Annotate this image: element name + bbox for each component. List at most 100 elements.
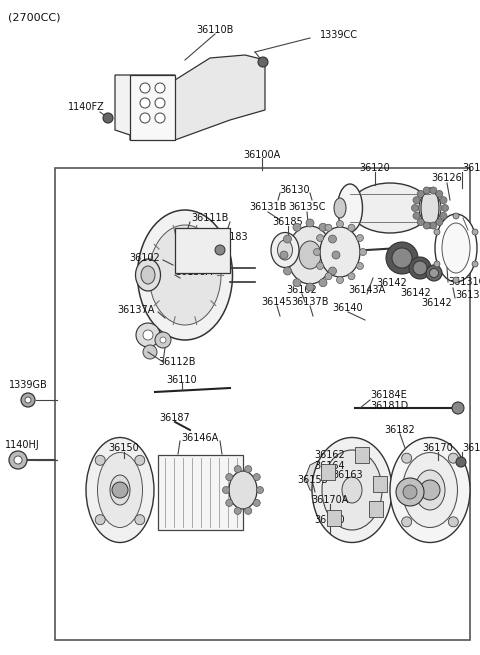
Circle shape — [403, 485, 417, 499]
Text: 36131B: 36131B — [249, 202, 287, 212]
Ellipse shape — [277, 240, 292, 260]
Ellipse shape — [322, 450, 382, 530]
Text: 36183: 36183 — [217, 232, 248, 242]
Text: 36184E: 36184E — [370, 390, 407, 400]
Text: 36160: 36160 — [315, 515, 345, 525]
Circle shape — [336, 276, 344, 284]
Ellipse shape — [288, 226, 333, 284]
Text: 1339CC: 1339CC — [320, 30, 358, 40]
Bar — [321, 464, 335, 479]
Text: 36185: 36185 — [273, 217, 303, 227]
Text: 36183: 36183 — [462, 443, 480, 453]
Ellipse shape — [86, 438, 154, 542]
Circle shape — [280, 251, 288, 259]
Circle shape — [357, 263, 363, 269]
Circle shape — [226, 474, 233, 481]
Text: 36155: 36155 — [298, 475, 328, 485]
Circle shape — [436, 191, 443, 197]
Circle shape — [336, 221, 344, 227]
Text: 36102: 36102 — [129, 253, 160, 263]
Circle shape — [472, 229, 478, 235]
Text: 36146A: 36146A — [181, 433, 218, 443]
Ellipse shape — [229, 471, 257, 509]
Ellipse shape — [350, 183, 430, 233]
Ellipse shape — [435, 214, 477, 282]
Circle shape — [245, 466, 252, 472]
Circle shape — [420, 480, 440, 500]
Circle shape — [234, 466, 241, 472]
Circle shape — [319, 279, 327, 287]
Text: 36130: 36130 — [280, 185, 310, 195]
Bar — [327, 510, 341, 527]
Ellipse shape — [137, 210, 232, 340]
Circle shape — [160, 337, 166, 343]
Text: 1339GB: 1339GB — [9, 380, 48, 390]
Circle shape — [140, 98, 150, 108]
Circle shape — [258, 57, 268, 67]
Circle shape — [360, 248, 367, 255]
Circle shape — [256, 487, 264, 493]
Ellipse shape — [392, 248, 412, 268]
Ellipse shape — [409, 257, 431, 279]
Ellipse shape — [135, 259, 160, 291]
Ellipse shape — [312, 438, 392, 542]
Circle shape — [234, 508, 241, 514]
Circle shape — [95, 515, 105, 525]
Circle shape — [284, 267, 291, 275]
Circle shape — [453, 277, 459, 283]
Circle shape — [306, 283, 314, 291]
Polygon shape — [305, 460, 340, 498]
Circle shape — [155, 113, 165, 123]
Text: 36138A: 36138A — [175, 267, 212, 277]
Circle shape — [143, 345, 157, 359]
Circle shape — [112, 482, 128, 498]
Text: 36100A: 36100A — [243, 150, 281, 160]
Circle shape — [348, 224, 355, 231]
Polygon shape — [175, 55, 265, 140]
Text: 36162: 36162 — [314, 450, 346, 460]
Circle shape — [402, 517, 412, 527]
Circle shape — [140, 83, 150, 93]
Circle shape — [253, 499, 260, 506]
Circle shape — [417, 191, 424, 197]
Ellipse shape — [299, 241, 321, 269]
Ellipse shape — [334, 198, 346, 218]
Text: 36127: 36127 — [462, 163, 480, 173]
Circle shape — [103, 113, 113, 123]
Circle shape — [430, 187, 437, 194]
Text: 36150: 36150 — [108, 443, 139, 453]
Ellipse shape — [426, 265, 442, 281]
Text: 36170A: 36170A — [312, 495, 348, 505]
Circle shape — [325, 224, 332, 231]
Circle shape — [448, 453, 458, 463]
Circle shape — [325, 272, 332, 280]
Circle shape — [413, 196, 420, 204]
Circle shape — [452, 402, 464, 414]
Circle shape — [25, 397, 31, 403]
Text: 36110B: 36110B — [196, 25, 234, 35]
Text: 36102: 36102 — [287, 285, 317, 295]
Circle shape — [215, 245, 225, 255]
Text: 36182: 36182 — [384, 425, 415, 435]
Ellipse shape — [421, 188, 439, 228]
Circle shape — [456, 457, 466, 467]
Text: 36170: 36170 — [422, 443, 454, 453]
Ellipse shape — [320, 227, 360, 277]
Text: 1140FZ: 1140FZ — [68, 102, 105, 112]
Circle shape — [348, 272, 355, 280]
Circle shape — [396, 478, 424, 506]
Circle shape — [21, 393, 35, 407]
Circle shape — [317, 263, 324, 269]
Circle shape — [319, 223, 327, 231]
Ellipse shape — [403, 453, 457, 527]
Polygon shape — [115, 75, 175, 140]
Circle shape — [293, 279, 301, 287]
Circle shape — [155, 98, 165, 108]
Circle shape — [253, 474, 260, 481]
Circle shape — [411, 204, 419, 212]
Text: 36143A: 36143A — [348, 285, 385, 295]
Text: 36110: 36110 — [167, 375, 197, 385]
Circle shape — [226, 499, 233, 506]
Text: 36181D: 36181D — [370, 401, 408, 411]
Circle shape — [434, 261, 440, 267]
